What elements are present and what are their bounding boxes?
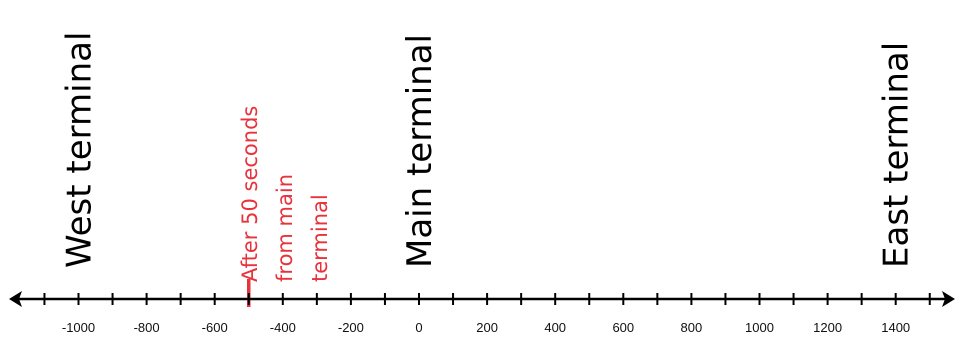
tick-label: 800 [681,320,703,335]
terminal-label-text: West terminal [60,32,100,268]
marker-label-line: from main [273,174,297,282]
terminal-label: East terminal [877,42,917,268]
tick-labels: -1000 -800 -600 -400 -200 0 200 400 600 800 1000 12… [62,320,910,335]
terminal-labels: West terminal Main terminal East terminal [60,32,917,268]
tick-label: 0 [415,320,422,335]
tick-label: -1000 [62,320,95,335]
tick-label: 1000 [745,320,774,335]
marker-label-line: terminal [308,194,332,282]
marker-annotation: After 50 seconds from main terminal [238,106,332,307]
tick-label: -400 [270,320,296,335]
terminal-label: West terminal [60,32,100,268]
tick-label: -800 [134,320,160,335]
tick-label: -600 [202,320,228,335]
tick-label: 1200 [813,320,842,335]
tick-label: 400 [544,320,566,335]
number-line [9,291,955,307]
marker-label-line: After 50 seconds [238,106,262,282]
left-arrow-icon [9,291,22,307]
terminal-label: Main terminal [400,34,440,268]
tick-label: -200 [338,320,364,335]
tick-label: 1400 [881,320,910,335]
right-arrow-icon [942,291,955,307]
tick-label: 200 [476,320,498,335]
terminal-label-text: Main terminal [400,34,440,268]
terminal-label-text: East terminal [877,42,917,268]
marker-label: After 50 seconds from main terminal [238,106,332,282]
tick-label: 600 [612,320,634,335]
